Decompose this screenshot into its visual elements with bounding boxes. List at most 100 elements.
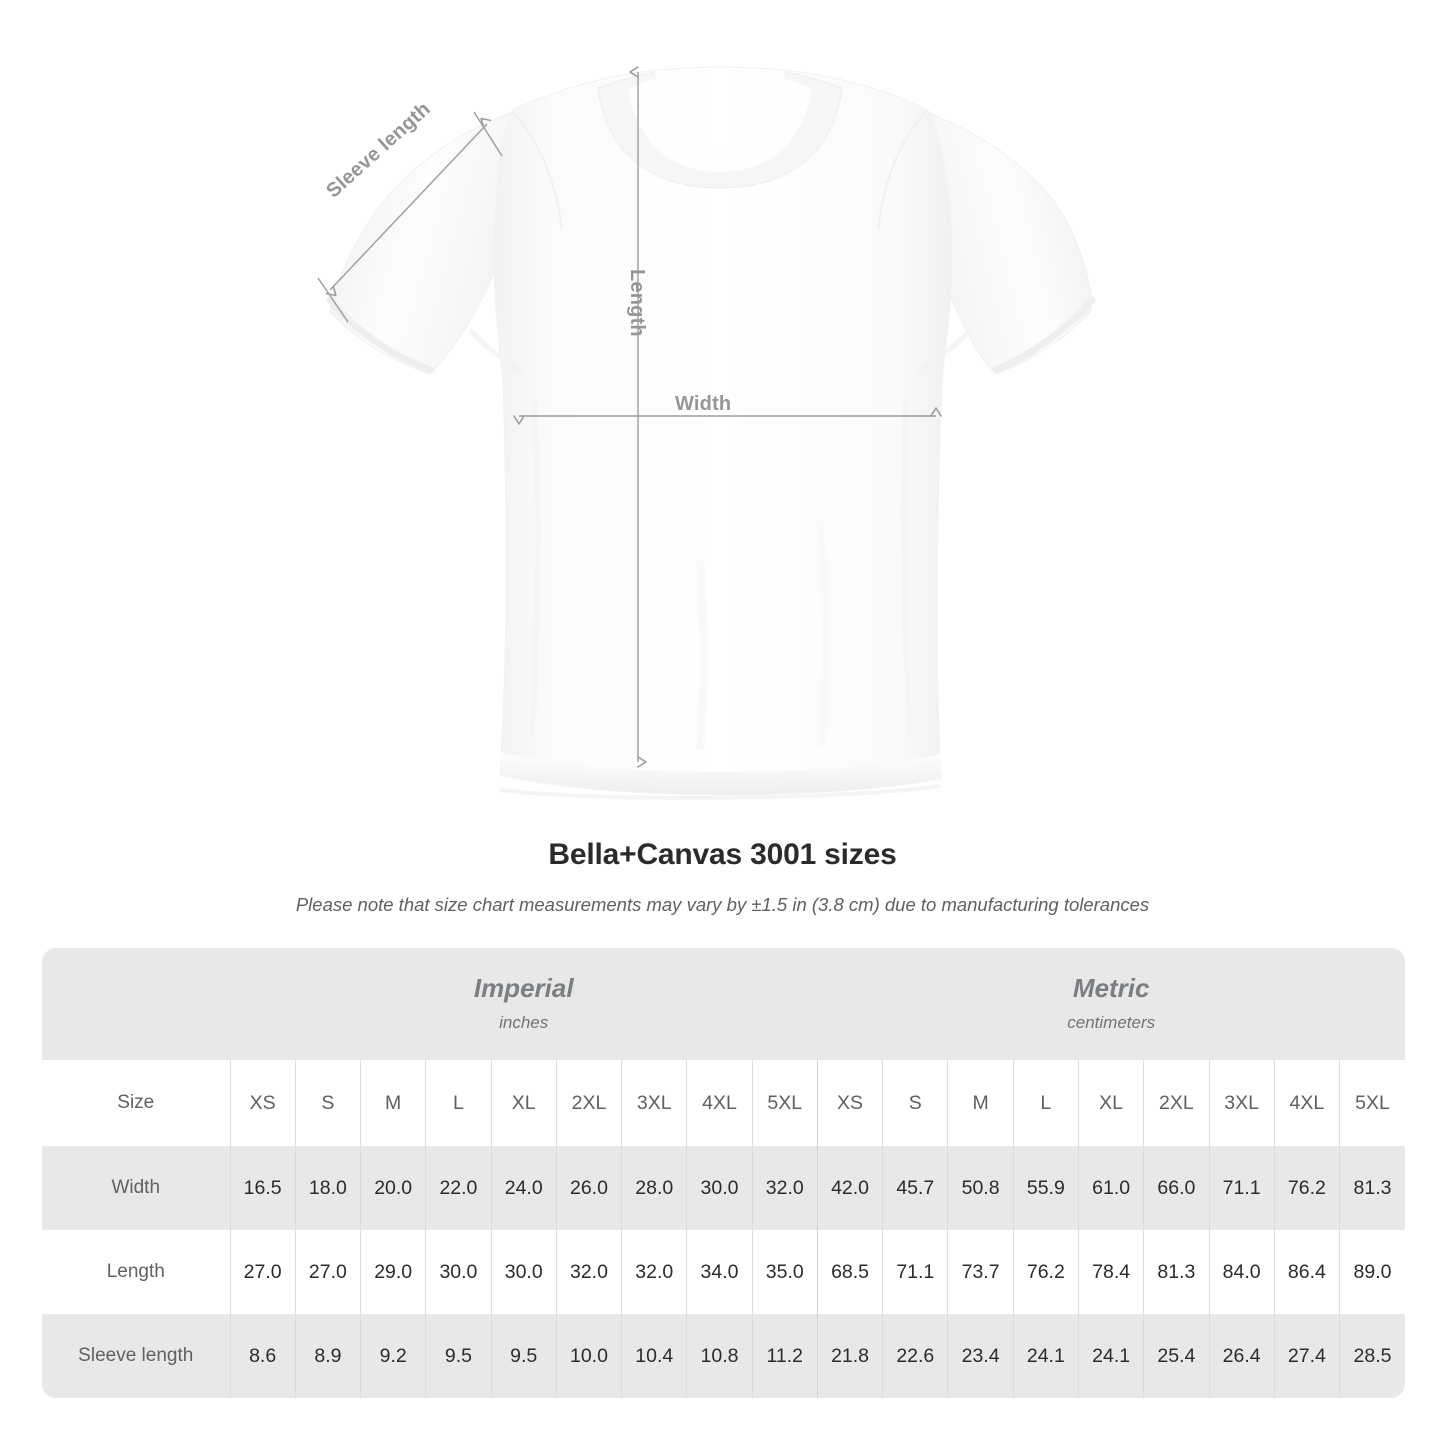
measurement-cell: 26.0 xyxy=(555,1146,622,1230)
sleeve-tick-top xyxy=(473,111,503,157)
measurement-cell: 32.0 xyxy=(621,1230,687,1314)
length-label: Length xyxy=(626,269,648,337)
size-header-cell: 5XL xyxy=(1339,1060,1405,1146)
measurement-cell: 68.5 xyxy=(816,1230,883,1314)
table-row: Width 16.5 18.0 20.0 22.0 24.0 26.0 28.0 30.0 32.… xyxy=(42,1146,1405,1230)
measurement-cell: 9.5 xyxy=(425,1314,492,1398)
measurement-cell: 27.4 xyxy=(1273,1314,1340,1398)
measurement-cell: 28.0 xyxy=(621,1146,687,1230)
measurement-cell: 71.1 xyxy=(1208,1146,1275,1230)
measurement-cell: 76.2 xyxy=(1012,1230,1079,1314)
page-title: Bella+Canvas 3001 sizes xyxy=(548,838,897,871)
metric-unit-header: Metric centimeters xyxy=(817,948,1405,1060)
row-label: Width xyxy=(42,1146,230,1230)
measurement-cell: 35.0 xyxy=(751,1230,818,1314)
measurement-cell: 8.6 xyxy=(229,1314,296,1398)
measurement-cell: 81.3 xyxy=(1143,1230,1209,1314)
size-header-cell: 4XL xyxy=(686,1060,753,1146)
size-header-cell: 3XL xyxy=(1208,1060,1275,1146)
measurement-cell: 9.5 xyxy=(490,1314,557,1398)
measurement-cell: 55.9 xyxy=(1012,1146,1079,1230)
measurement-cell: 26.4 xyxy=(1208,1314,1275,1398)
tshirt-diagram: Sleeve length Length Width xyxy=(317,66,1096,800)
row-label: Sleeve length xyxy=(42,1314,230,1398)
measurement-cell: 78.4 xyxy=(1077,1230,1144,1314)
measurement-cell: 29.0 xyxy=(360,1230,426,1314)
measurement-cell: 22.0 xyxy=(425,1146,492,1230)
measurement-cell: 20.0 xyxy=(360,1146,426,1230)
measurement-cell: 24.1 xyxy=(1077,1314,1144,1398)
title-block: Bella+Canvas 3001 sizes Please note that… xyxy=(0,838,1445,916)
measurement-cell: 71.1 xyxy=(882,1230,948,1314)
width-label: Width xyxy=(675,393,732,415)
imperial-unit-sub: inches xyxy=(499,1013,549,1032)
measurement-cell: 27.0 xyxy=(229,1230,296,1314)
unit-system-header-row: Imperial inches Metric centimeters xyxy=(42,948,1405,1060)
measurement-cell: 81.3 xyxy=(1339,1146,1405,1230)
sleeve-length-arrow xyxy=(325,117,492,297)
measurement-cell: 30.0 xyxy=(425,1230,492,1314)
size-header-cell: L xyxy=(425,1060,492,1146)
measurement-cell: 32.0 xyxy=(751,1146,818,1230)
measurement-cell: 42.0 xyxy=(816,1146,883,1230)
measurement-arrows xyxy=(317,66,942,768)
measurement-cell: 10.4 xyxy=(621,1314,687,1398)
measurement-cell: 73.7 xyxy=(947,1230,1014,1314)
size-header-cell: XS xyxy=(229,1060,296,1146)
measurement-cell: 45.7 xyxy=(882,1146,948,1230)
size-header-cell: 3XL xyxy=(621,1060,687,1146)
measurement-cell: 89.0 xyxy=(1339,1230,1405,1314)
measurement-cell: 21.8 xyxy=(816,1314,883,1398)
size-header-cell: L xyxy=(1012,1060,1079,1146)
size-header-cell: M xyxy=(947,1060,1014,1146)
measurement-cell: 11.2 xyxy=(751,1314,818,1398)
imperial-unit-name: Imperial xyxy=(473,973,574,1003)
measurement-cell: 28.5 xyxy=(1339,1314,1405,1398)
measurement-cell: 18.0 xyxy=(294,1146,361,1230)
imperial-unit-header: Imperial inches xyxy=(230,948,818,1060)
measurement-cell: 30.0 xyxy=(490,1230,557,1314)
size-header-cell: 2XL xyxy=(1143,1060,1209,1146)
measurement-cell: 8.9 xyxy=(294,1314,361,1398)
size-header-cell: S xyxy=(294,1060,361,1146)
size-header-cell: 2XL xyxy=(555,1060,622,1146)
measurement-cell: 84.0 xyxy=(1208,1230,1275,1314)
sleeve-tick-bottom xyxy=(317,277,349,323)
measurement-cell: 9.2 xyxy=(360,1314,426,1398)
measurement-cell: 24.0 xyxy=(490,1146,557,1230)
measurement-cell: 76.2 xyxy=(1273,1146,1340,1230)
size-header-cell: XL xyxy=(1077,1060,1144,1146)
tshirt-body-shape xyxy=(326,66,1096,800)
measurement-cell: 34.0 xyxy=(686,1230,753,1314)
measurement-cell: 27.0 xyxy=(294,1230,361,1314)
measurement-cell: 10.8 xyxy=(686,1314,753,1398)
tolerance-note: Please note that size chart measurements… xyxy=(295,894,1150,915)
table-row: Length 27.0 27.0 29.0 30.0 30.0 32.0 32.0 34.0 35… xyxy=(42,1230,1405,1314)
size-chart-table: Imperial inches Metric centimeters Size XS S M L… xyxy=(42,948,1405,1398)
measurement-cell: 32.0 xyxy=(555,1230,622,1314)
row-label: Length xyxy=(42,1230,230,1314)
measurement-cell: 86.4 xyxy=(1273,1230,1340,1314)
metric-unit-name: Metric xyxy=(1072,973,1150,1003)
unit-band-spacer xyxy=(42,948,230,1060)
measurement-cell: 23.4 xyxy=(947,1314,1014,1398)
size-header-cell: M xyxy=(360,1060,426,1146)
measurement-cell: 22.6 xyxy=(882,1314,948,1398)
measurement-cell: 16.5 xyxy=(229,1146,296,1230)
size-header-cell: 5XL xyxy=(751,1060,818,1146)
metric-unit-sub: centimeters xyxy=(1067,1013,1156,1032)
measurement-cell: 10.0 xyxy=(555,1314,622,1398)
size-header-cell: S xyxy=(882,1060,948,1146)
size-chart-table-wrapper: Imperial inches Metric centimeters Size XS S M L… xyxy=(42,948,1405,1398)
measurement-cell: 66.0 xyxy=(1143,1146,1209,1230)
measurement-cell: 24.1 xyxy=(1012,1314,1079,1398)
measurement-cell: 50.8 xyxy=(947,1146,1014,1230)
measurement-cell: 30.0 xyxy=(686,1146,753,1230)
size-header-cell: XL xyxy=(490,1060,557,1146)
size-header-row: Size XS S M L XL 2XL 3XL 4XL 5XL XS S M L XL 2XL 3XL 4XL 5… xyxy=(42,1060,1405,1146)
size-column-header: Size xyxy=(42,1060,230,1146)
size-header-cell: 4XL xyxy=(1273,1060,1340,1146)
size-header-cell: XS xyxy=(816,1060,883,1146)
table-row: Sleeve length 8.6 8.9 9.2 9.5 9.5 10.0 10.4 10.8… xyxy=(42,1314,1405,1398)
tshirt-illustration xyxy=(317,66,1096,800)
